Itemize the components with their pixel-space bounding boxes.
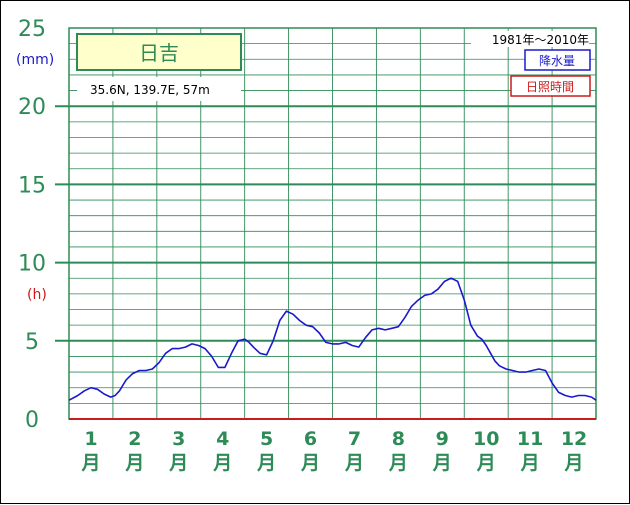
x-tick-label: 6: [304, 428, 317, 450]
y-tick-labels: 0 5 10 15 20 25: [18, 17, 46, 433]
x-tick-month-suffix: 月: [300, 452, 320, 474]
x-tick-label: 11: [517, 428, 543, 450]
x-tick-label: 2: [128, 428, 141, 450]
x-tick-month-suffix: 月: [212, 452, 232, 474]
title-box: [76, 33, 242, 71]
y-tick-label: 25: [18, 17, 46, 42]
location-info: 35.6N, 139.7E, 57m: [90, 83, 210, 97]
x-tick-label: 1: [84, 428, 97, 450]
legend-precip-box: [524, 49, 591, 71]
x-tick-month-suffix: 月: [344, 452, 364, 474]
x-tick-month-suffix: 月: [520, 452, 540, 474]
chart-title: 日吉: [139, 41, 179, 65]
x-tick-label: 7: [348, 428, 361, 450]
precip-unit-label: (mm): [16, 52, 54, 68]
legend-sun-box: [510, 75, 591, 97]
x-tick-label: 4: [216, 428, 229, 450]
x-tick-month-suffix: 月: [80, 452, 100, 474]
series-line-precipitation: [68, 277, 597, 401]
x-tick-label: 8: [392, 428, 405, 450]
period-box: [471, 31, 589, 47]
sunshine-unit-label: (h): [27, 287, 47, 303]
x-tick-month-suffix: 月: [168, 452, 188, 474]
x-tick-month-suffix: 月: [476, 452, 496, 474]
location-info-box: [77, 77, 241, 101]
legend-sunshine: 日照時間: [526, 80, 574, 94]
y-tick-label: 15: [18, 173, 46, 198]
major-gridlines: [55, 105, 596, 342]
x-tick-label: 3: [172, 428, 185, 450]
x-tick-label: 12: [561, 428, 587, 450]
x-tick-label: 5: [260, 428, 273, 450]
x-tick-label: 9: [436, 428, 449, 450]
y-tick-label: 5: [25, 330, 39, 355]
y-tick-label: 10: [18, 252, 46, 277]
x-tick-month-suffix: 月: [388, 452, 408, 474]
x-tick-month-suffix: 月: [124, 452, 144, 474]
y-tick-label: 20: [18, 95, 46, 120]
x-tick-month-suffix: 月: [432, 452, 452, 474]
period-label: 1981年〜2010年: [492, 33, 589, 47]
x-tick-month-suffix: 月: [256, 452, 276, 474]
y-tick-label: 0: [25, 408, 39, 433]
x-tick-label: 10: [473, 428, 499, 450]
legend-precipitation: 降水量: [539, 54, 575, 68]
x-tick-month-suffix: 月: [564, 452, 584, 474]
